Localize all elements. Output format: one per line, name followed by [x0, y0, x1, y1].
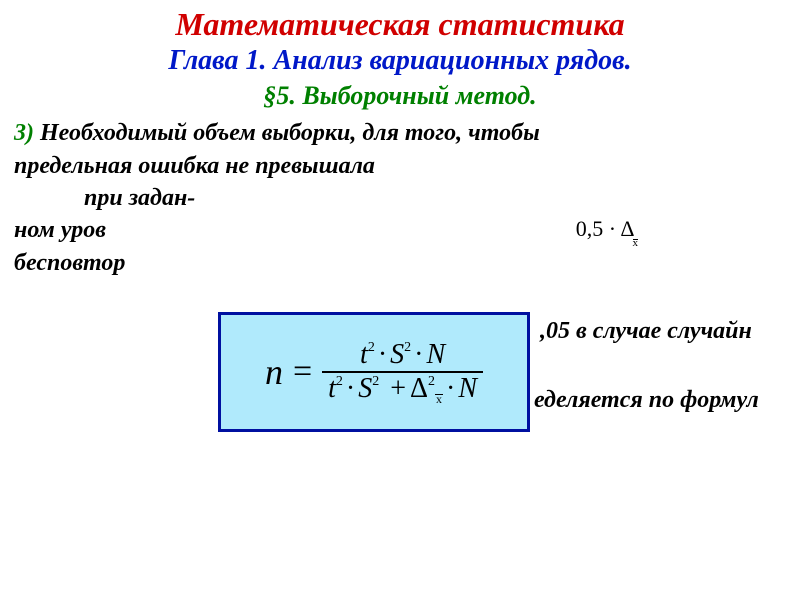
den-t: t [328, 373, 336, 404]
eq-lhs: n [265, 351, 283, 393]
inline-formula: 0,5 · Δx [576, 216, 640, 242]
num-dot2: · [411, 339, 426, 370]
body-line-3: при задан- [14, 182, 786, 214]
den-s-sq: 2 [372, 374, 379, 389]
num-dot1: · [375, 339, 390, 370]
sf-coeff: 0,5 [576, 216, 604, 241]
text-frag-1: Необходимый объем выборки, для того, что… [34, 120, 540, 146]
den-dot1: · [343, 373, 358, 404]
num-t-sq: 2 [368, 340, 375, 355]
den-s: S [358, 373, 372, 404]
formula-box: n = t2·S2·N t2·S2 +Δ2x·N [218, 312, 530, 432]
section-title: §5. Выборочный метод. [0, 81, 800, 111]
text-frag-4b: ,05 в случае случайн [540, 318, 752, 344]
body-line-1: 3) Необходимый объем выборки, для того, … [14, 117, 786, 149]
den-t-sq: 2 [336, 374, 343, 389]
chapter-title: Глава 1. Анализ вариационных рядов. [0, 45, 800, 77]
slide: Математическая статистика Глава 1. Анали… [0, 6, 800, 600]
num-n: N [426, 339, 445, 370]
body-line-5: бесповтор [14, 247, 786, 279]
main-title: Математическая статистика [0, 6, 800, 43]
eq-fraction: t2·S2·N t2·S2 +Δ2x·N [322, 339, 483, 405]
den-plus: + [386, 373, 410, 404]
text-right-of-box-2: еделяется по формул [534, 384, 790, 416]
text-right-of-box-1: ,05 в случае случайн [540, 315, 790, 347]
num-t: t [360, 339, 368, 370]
sf-sub: x [633, 233, 639, 245]
body-line-2: предельная ошибка не превышала [14, 150, 786, 182]
text-frag-5a: бесповтор [14, 250, 125, 276]
equation: n = t2·S2·N t2·S2 +Δ2x·N [265, 339, 483, 405]
eq-equals: = [293, 353, 312, 391]
sf-dot: · [609, 216, 616, 241]
text-frag-2: предельная ошибка не превышала [14, 153, 375, 179]
den-delta-sq: 2 [428, 374, 435, 389]
text-frag-3: при задан- [84, 185, 195, 211]
den-delta-sub: x [435, 393, 443, 405]
den-delta: Δ [410, 373, 428, 404]
den-dot2: · [443, 373, 458, 404]
num-s-sq: 2 [404, 340, 411, 355]
item-marker: 3) [14, 120, 34, 146]
num-s: S [390, 339, 404, 370]
den-n: N [458, 373, 477, 404]
text-frag-5b: еделяется по формул [534, 384, 790, 416]
text-frag-4a: ном уров [14, 217, 106, 243]
body-block: 3) Необходимый объем выборки, для того, … [0, 117, 800, 279]
eq-numerator: t2·S2·N [354, 339, 451, 371]
body-line-4: ном уров [14, 214, 786, 246]
eq-denominator: t2·S2 +Δ2x·N [322, 373, 483, 405]
